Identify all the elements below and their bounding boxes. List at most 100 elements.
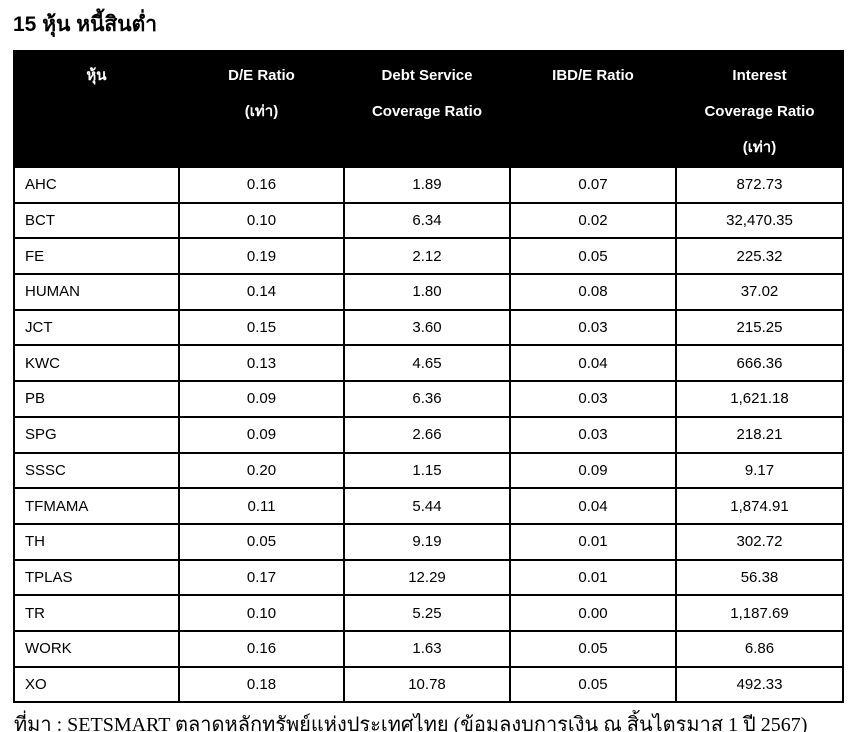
value-cell: 1.80: [343, 273, 511, 311]
table-row: AHC 0.16 1.89 0.07 872.73: [13, 166, 844, 204]
table-body: AHC 0.16 1.89 0.07 872.73 BCT 0.10 6.34 0.02 32,4…: [13, 166, 844, 704]
value-cell: 32,470.35: [675, 201, 844, 240]
value-cell: 0.16: [178, 166, 345, 204]
page-title: 15 หุ้น หนี้สินต่ำ: [13, 13, 158, 36]
value-cell: 0.05: [509, 237, 677, 276]
value-cell: 0.09: [178, 415, 345, 454]
value-cell: 0.03: [509, 380, 677, 418]
value-cell: 1,874.91: [675, 487, 844, 525]
value-cell: 218.21: [675, 415, 844, 454]
table-row: XO 0.18 10.78 0.05 492.33: [13, 665, 844, 704]
value-cell: 0.16: [178, 629, 345, 668]
value-cell: 6.86: [675, 629, 844, 668]
value-cell: 0.05: [178, 522, 345, 561]
stock-symbol-cell: BCT: [13, 201, 180, 240]
value-cell: 0.19: [178, 237, 345, 276]
value-cell: 1.15: [343, 451, 511, 490]
source-note: ที่มา : SETSMART ตลาดหลักทรัพย์แห่งประเท…: [14, 714, 808, 732]
value-cell: 9.19: [343, 522, 511, 561]
value-cell: 2.12: [343, 237, 511, 276]
value-cell: 225.32: [675, 237, 844, 276]
value-cell: 9.17: [675, 451, 844, 490]
stock-symbol-cell: HUMAN: [13, 273, 180, 311]
stock-symbol-cell: TPLAS: [13, 558, 180, 597]
value-cell: 666.36: [675, 344, 844, 383]
value-cell: 10.78: [343, 665, 511, 704]
value-cell: 0.01: [509, 522, 677, 561]
value-cell: 1.89: [343, 166, 511, 204]
stock-symbol-cell: PB: [13, 380, 180, 418]
table-row: SSSC 0.20 1.15 0.09 9.17: [13, 451, 844, 490]
table-row: HUMAN 0.14 1.80 0.08 37.02: [13, 273, 844, 311]
table-row: BCT 0.10 6.34 0.02 32,470.35: [13, 201, 844, 240]
value-cell: 0.05: [509, 665, 677, 704]
value-cell: 0.08: [509, 273, 677, 311]
value-cell: 0.11: [178, 487, 345, 525]
value-cell: 0.09: [509, 451, 677, 490]
table-row: SPG 0.09 2.66 0.03 218.21: [13, 415, 844, 454]
value-cell: 0.18: [178, 665, 345, 704]
stock-symbol-cell: SSSC: [13, 451, 180, 490]
table-row: TPLAS 0.17 12.29 0.01 56.38: [13, 558, 844, 597]
table-row: TH 0.05 9.19 0.01 302.72: [13, 522, 844, 561]
value-cell: 2.66: [343, 415, 511, 454]
stock-symbol-cell: AHC: [13, 166, 180, 204]
stock-symbol-cell: JCT: [13, 308, 180, 347]
value-cell: 872.73: [675, 166, 844, 204]
table-header: หุ้น D/E Ratio (เท่า) Debt Service Cover…: [13, 50, 844, 168]
value-cell: 3.60: [343, 308, 511, 347]
value-cell: 0.05: [509, 629, 677, 668]
value-cell: 0.04: [509, 487, 677, 525]
value-cell: 0.03: [509, 308, 677, 347]
value-cell: 0.20: [178, 451, 345, 490]
value-cell: 6.34: [343, 201, 511, 240]
table-row: PB 0.09 6.36 0.03 1,621.18: [13, 380, 844, 418]
value-cell: 1,187.69: [675, 594, 844, 632]
table-row: FE 0.19 2.12 0.05 225.32: [13, 237, 844, 276]
value-cell: 5.44: [343, 487, 511, 525]
value-cell: 0.10: [178, 201, 345, 240]
stock-symbol-cell: TH: [13, 522, 180, 561]
low-debt-stocks-table: หุ้น D/E Ratio (เท่า) Debt Service Cover…: [13, 50, 844, 704]
value-cell: 12.29: [343, 558, 511, 597]
table-row: TFMAMA 0.11 5.44 0.04 1,874.91: [13, 487, 844, 525]
stock-symbol-cell: TFMAMA: [13, 487, 180, 525]
value-cell: 0.02: [509, 201, 677, 240]
value-cell: 1.63: [343, 629, 511, 668]
stock-symbol-cell: SPG: [13, 415, 180, 454]
value-cell: 0.01: [509, 558, 677, 597]
value-cell: 0.15: [178, 308, 345, 347]
value-cell: 0.00: [509, 594, 677, 632]
value-cell: 215.25: [675, 308, 844, 347]
table-row: TR 0.10 5.25 0.00 1,187.69: [13, 594, 844, 632]
column-header-ibde-ratio: IBD/E Ratio: [509, 50, 677, 168]
value-cell: 0.09: [178, 380, 345, 418]
value-cell: 1,621.18: [675, 380, 844, 418]
value-cell: 0.17: [178, 558, 345, 597]
stock-symbol-cell: FE: [13, 237, 180, 276]
value-cell: 0.07: [509, 166, 677, 204]
value-cell: 492.33: [675, 665, 844, 704]
stock-symbol-cell: KWC: [13, 344, 180, 383]
value-cell: 4.65: [343, 344, 511, 383]
stock-symbol-cell: TR: [13, 594, 180, 632]
value-cell: 5.25: [343, 594, 511, 632]
value-cell: 0.13: [178, 344, 345, 383]
value-cell: 56.38: [675, 558, 844, 597]
value-cell: 0.03: [509, 415, 677, 454]
value-cell: 6.36: [343, 380, 511, 418]
value-cell: 0.10: [178, 594, 345, 632]
stock-symbol-cell: WORK: [13, 629, 180, 668]
value-cell: 0.14: [178, 273, 345, 311]
column-header-stock: หุ้น: [13, 50, 180, 168]
column-header-debt-service-coverage: Debt Service Coverage Ratio: [343, 50, 511, 168]
value-cell: 0.04: [509, 344, 677, 383]
header-row: หุ้น D/E Ratio (เท่า) Debt Service Cover…: [13, 50, 844, 168]
table-row: JCT 0.15 3.60 0.03 215.25: [13, 308, 844, 347]
table-row: KWC 0.13 4.65 0.04 666.36: [13, 344, 844, 383]
column-header-de-ratio: D/E Ratio (เท่า): [178, 50, 345, 168]
value-cell: 37.02: [675, 273, 844, 311]
column-header-interest-coverage: Interest Coverage Ratio (เท่า): [675, 50, 844, 168]
table-row: WORK 0.16 1.63 0.05 6.86: [13, 629, 844, 668]
